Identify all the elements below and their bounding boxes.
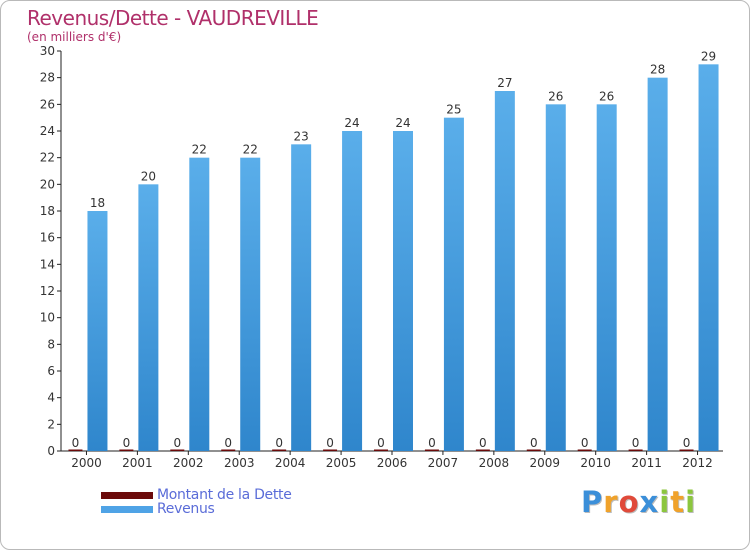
bar-dette (170, 449, 185, 451)
bar-revenus (443, 117, 464, 452)
data-label-dette: 0 (224, 436, 232, 450)
bar-revenus (545, 104, 566, 451)
data-label-dette: 0 (123, 436, 131, 450)
bar-revenus (393, 131, 413, 451)
data-label-dette: 0 (173, 436, 181, 450)
bar-revenus (87, 211, 108, 451)
legend-label-revenus: Revenus (157, 501, 215, 517)
data-label-revenus: 24 (344, 116, 359, 130)
logo-letter: x (639, 485, 660, 519)
data-label-dette: 0 (377, 436, 385, 450)
bar-dette (119, 449, 134, 451)
logo-letter: o (618, 485, 640, 519)
bar-dette (628, 449, 643, 451)
x-tick-label: 2007 (428, 456, 459, 470)
y-tick-label: 0 (47, 444, 55, 458)
data-label-revenus: 28 (650, 63, 665, 77)
data-label-dette: 0 (632, 436, 640, 450)
bar-revenus (240, 157, 261, 451)
data-label-dette: 0 (581, 436, 589, 450)
bar-revenus (698, 64, 719, 452)
x-tick-label: 2005 (326, 456, 357, 470)
logo-letter: i (659, 485, 671, 519)
y-tick-label: 4 (47, 391, 55, 405)
y-tick-label: 28 (40, 71, 55, 85)
y-tick-label: 8 (47, 337, 55, 351)
x-tick-label: 2000 (71, 456, 102, 470)
bar-revenus (291, 144, 312, 452)
bar-revenus (138, 184, 159, 452)
x-tick-label: 2002 (173, 456, 204, 470)
legend-item-dette: Montant de la Dette (101, 487, 292, 503)
data-label-dette: 0 (530, 436, 538, 450)
chart-title: Revenus/Dette - VAUDREVILLE (27, 6, 319, 30)
data-label-revenus: 24 (395, 116, 410, 130)
data-label-revenus: 29 (701, 49, 716, 63)
chart-subtitle: (en milliers d'€) (27, 30, 122, 44)
proxiti-logo: Proxiti (581, 485, 696, 519)
data-label-revenus: 22 (243, 143, 258, 157)
y-tick-label: 18 (40, 204, 55, 218)
data-label-dette: 0 (683, 436, 691, 450)
y-tick-label: 10 (40, 311, 55, 325)
bar-dette (577, 449, 592, 451)
y-tick-label: 22 (40, 151, 55, 165)
bar-dette (374, 449, 388, 451)
y-tick-label: 6 (47, 364, 55, 378)
data-label-dette: 0 (72, 436, 80, 450)
y-tick-label: 14 (40, 257, 55, 271)
bar-dette (526, 449, 541, 451)
bar-dette (221, 449, 236, 451)
legend-swatch-dette (101, 491, 153, 499)
data-label-revenus: 27 (497, 76, 512, 90)
bar-revenus (342, 131, 363, 451)
x-tick-label: 2006 (377, 456, 408, 470)
bar-revenus (189, 157, 210, 451)
y-tick-label: 24 (40, 124, 55, 138)
legend-swatch-revenus (101, 505, 153, 513)
data-label-revenus: 23 (294, 129, 309, 143)
data-label-dette: 0 (326, 436, 334, 450)
y-tick-label: 12 (40, 284, 55, 298)
bar-dette (475, 449, 490, 451)
logo-letter: P (581, 485, 604, 519)
y-tick-label: 16 (40, 231, 55, 245)
x-tick-label: 2011 (631, 456, 662, 470)
x-tick-label: 2004 (275, 456, 306, 470)
x-tick-label: 2003 (224, 456, 255, 470)
legend-item-revenus: Revenus (101, 501, 215, 517)
logo-letter: i (685, 485, 697, 519)
x-tick-label: 2008 (479, 456, 510, 470)
bar-dette (424, 449, 439, 451)
data-label-dette: 0 (428, 436, 436, 450)
data-label-revenus: 18 (90, 196, 105, 210)
legend-label-dette: Montant de la Dette (157, 487, 292, 503)
bar-dette (272, 449, 287, 451)
data-label-revenus: 20 (141, 169, 156, 183)
y-tick-label: 20 (40, 177, 55, 191)
y-tick-label: 30 (40, 44, 55, 58)
logo-letter: t (670, 485, 686, 519)
bar-dette (68, 449, 83, 451)
logo-letter: r (603, 485, 619, 519)
bar-dette (323, 449, 338, 451)
x-tick-label: 2001 (122, 456, 153, 470)
data-label-revenus: 26 (548, 89, 563, 103)
data-label-dette: 0 (275, 436, 283, 450)
bar-revenus (494, 91, 515, 451)
bar-revenus (647, 77, 668, 452)
x-tick-label: 2009 (529, 456, 560, 470)
y-tick-label: 26 (40, 97, 55, 111)
bar-dette (679, 449, 694, 451)
data-label-dette: 0 (479, 436, 487, 450)
data-label-revenus: 25 (446, 103, 461, 117)
x-tick-label: 2010 (580, 456, 611, 470)
x-tick-label: 2012 (682, 456, 713, 470)
data-label-revenus: 22 (192, 143, 207, 157)
bar-revenus (596, 104, 617, 451)
y-tick-label: 2 (47, 417, 55, 431)
data-label-revenus: 26 (599, 89, 614, 103)
